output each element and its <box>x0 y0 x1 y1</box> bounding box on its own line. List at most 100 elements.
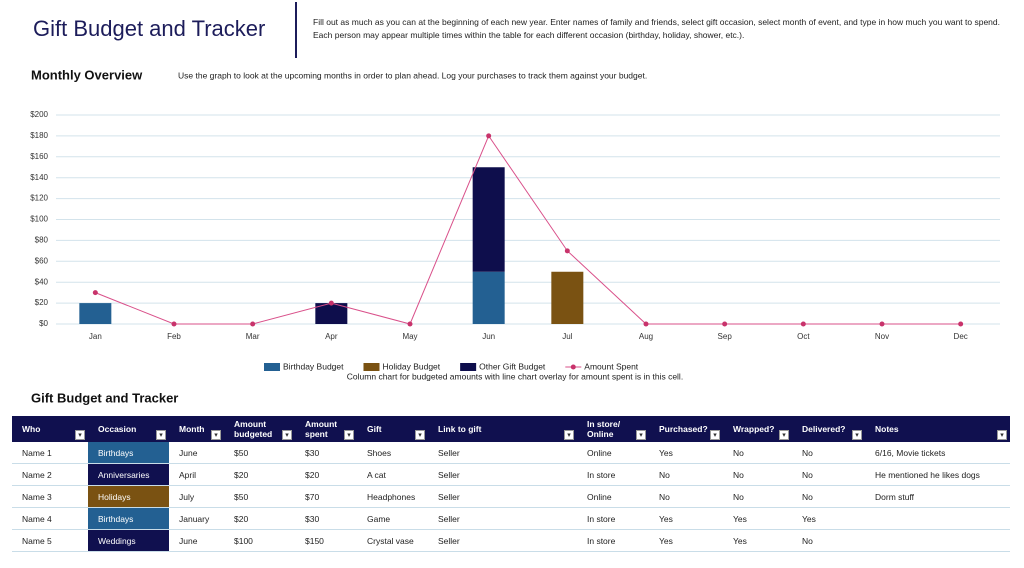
bar <box>79 303 112 324</box>
page-title: Gift Budget and Tracker <box>33 16 265 41</box>
column-header: Amount spent <box>305 419 338 439</box>
filter-button[interactable]: ▾ <box>852 430 862 440</box>
row-border <box>12 507 1010 508</box>
column-header: Gift <box>367 424 382 434</box>
cell: No <box>802 448 813 458</box>
cell: Headphones <box>367 492 416 502</box>
cell: Dorm stuff <box>875 492 915 502</box>
filter-button[interactable]: ▾ <box>344 430 354 440</box>
cell: In store <box>587 514 616 524</box>
legend-swatch <box>363 363 380 371</box>
cell: Name 3 <box>22 492 52 502</box>
legend-item: Amount Spent <box>565 361 639 371</box>
cell: June <box>179 536 198 546</box>
table: Who ▾ Occasion ▾ Month ▾ Amount budgeted ▾ Amoun… <box>12 416 1010 556</box>
column-header: In store/ Online <box>587 419 621 439</box>
cell: $20 <box>305 470 320 480</box>
legend-marker <box>570 364 576 370</box>
cell: No <box>802 492 813 502</box>
x-tick-label: Dec <box>954 332 968 341</box>
x-tick-label: Feb <box>167 332 181 341</box>
cell: June <box>179 448 198 458</box>
occasion-cell: Holidays <box>88 486 169 507</box>
column-header: Who <box>22 424 41 434</box>
line-marker <box>958 321 964 327</box>
y-tick-label: $0 <box>39 319 48 328</box>
y-tick-label: $60 <box>35 256 49 265</box>
filter-button[interactable]: ▾ <box>636 430 646 440</box>
section-title: Gift Budget and Tracker <box>31 390 178 405</box>
column-header: Notes <box>875 424 899 434</box>
column-header: Amount budgeted <box>234 419 273 439</box>
filter-button[interactable]: ▾ <box>156 430 166 440</box>
cell: $50 <box>234 448 249 458</box>
cell: Seller <box>438 470 460 480</box>
line-marker <box>250 321 256 327</box>
filter-button[interactable]: ▾ <box>415 430 425 440</box>
cell: $30 <box>305 514 320 524</box>
y-tick-label: $40 <box>35 277 49 286</box>
legend-label: Holiday Budget <box>382 361 440 371</box>
legend-label: Amount Spent <box>584 361 639 371</box>
column-header: Occasion <box>98 424 137 434</box>
filter-button[interactable]: ▾ <box>779 430 789 440</box>
column-header: Month <box>179 424 205 434</box>
cell: Yes <box>659 514 673 524</box>
cell: January <box>179 514 210 524</box>
filter-button[interactable]: ▾ <box>564 430 574 440</box>
bar <box>315 303 348 324</box>
cell: Seller <box>438 448 460 458</box>
cell: Name 2 <box>22 470 52 480</box>
section-subtitle: Use the graph to look at the upcoming mo… <box>178 70 647 80</box>
filter-button[interactable]: ▾ <box>997 430 1007 440</box>
bar <box>472 271 505 324</box>
cell: Seller <box>438 536 460 546</box>
legend-item: Holiday Budget <box>363 361 441 371</box>
occasion-cell: Anniversaries <box>88 464 169 485</box>
cell: No <box>659 492 670 502</box>
bar <box>472 167 505 272</box>
cell: 6/16, Movie tickets <box>875 448 946 458</box>
line-marker <box>722 321 728 327</box>
x-tick-label: May <box>402 332 417 341</box>
legend-label: Birthday Budget <box>283 361 344 371</box>
row-border <box>12 485 1010 486</box>
line <box>95 134 961 325</box>
cell: In store <box>587 536 616 546</box>
x-tick-label: Apr <box>325 332 338 341</box>
x-tick-label: Jun <box>482 332 495 341</box>
filter-button[interactable]: ▾ <box>710 430 720 440</box>
x-tick-label: Jan <box>89 332 102 341</box>
cell: No <box>733 448 744 458</box>
occasion-cell: Weddings <box>88 530 169 551</box>
filter-button[interactable]: ▾ <box>75 430 85 440</box>
y-tick-label: $200 <box>30 110 48 119</box>
cell: He mentioned he likes dogs <box>875 470 980 480</box>
row-border <box>12 551 1010 552</box>
cell: Crystal vase <box>367 536 414 546</box>
cell: Name 1 <box>22 448 52 458</box>
cell: Name 5 <box>22 536 52 546</box>
cell: No <box>733 470 744 480</box>
legend-item: Other Gift Budget <box>460 361 546 371</box>
y-tick-label: $20 <box>35 298 49 307</box>
cell: $20 <box>234 514 249 524</box>
cell: Seller <box>438 514 460 524</box>
header-row <box>12 416 1010 442</box>
row-border <box>12 463 1010 464</box>
filter-button[interactable]: ▾ <box>211 430 221 440</box>
cell: Online <box>587 492 612 502</box>
cell: Online <box>587 448 612 458</box>
line-marker <box>800 321 806 327</box>
cell: $100 <box>234 536 253 546</box>
y-tick-label: $120 <box>30 194 48 203</box>
cell: Yes <box>733 536 747 546</box>
chart-caption: Column chart for budgeted amounts with l… <box>347 371 683 381</box>
x-tick-label: Oct <box>797 332 810 341</box>
line-marker <box>407 321 413 327</box>
filter-button[interactable]: ▾ <box>282 430 292 440</box>
column-header: Delivered? <box>802 424 846 434</box>
y-tick-label: $160 <box>30 152 48 161</box>
